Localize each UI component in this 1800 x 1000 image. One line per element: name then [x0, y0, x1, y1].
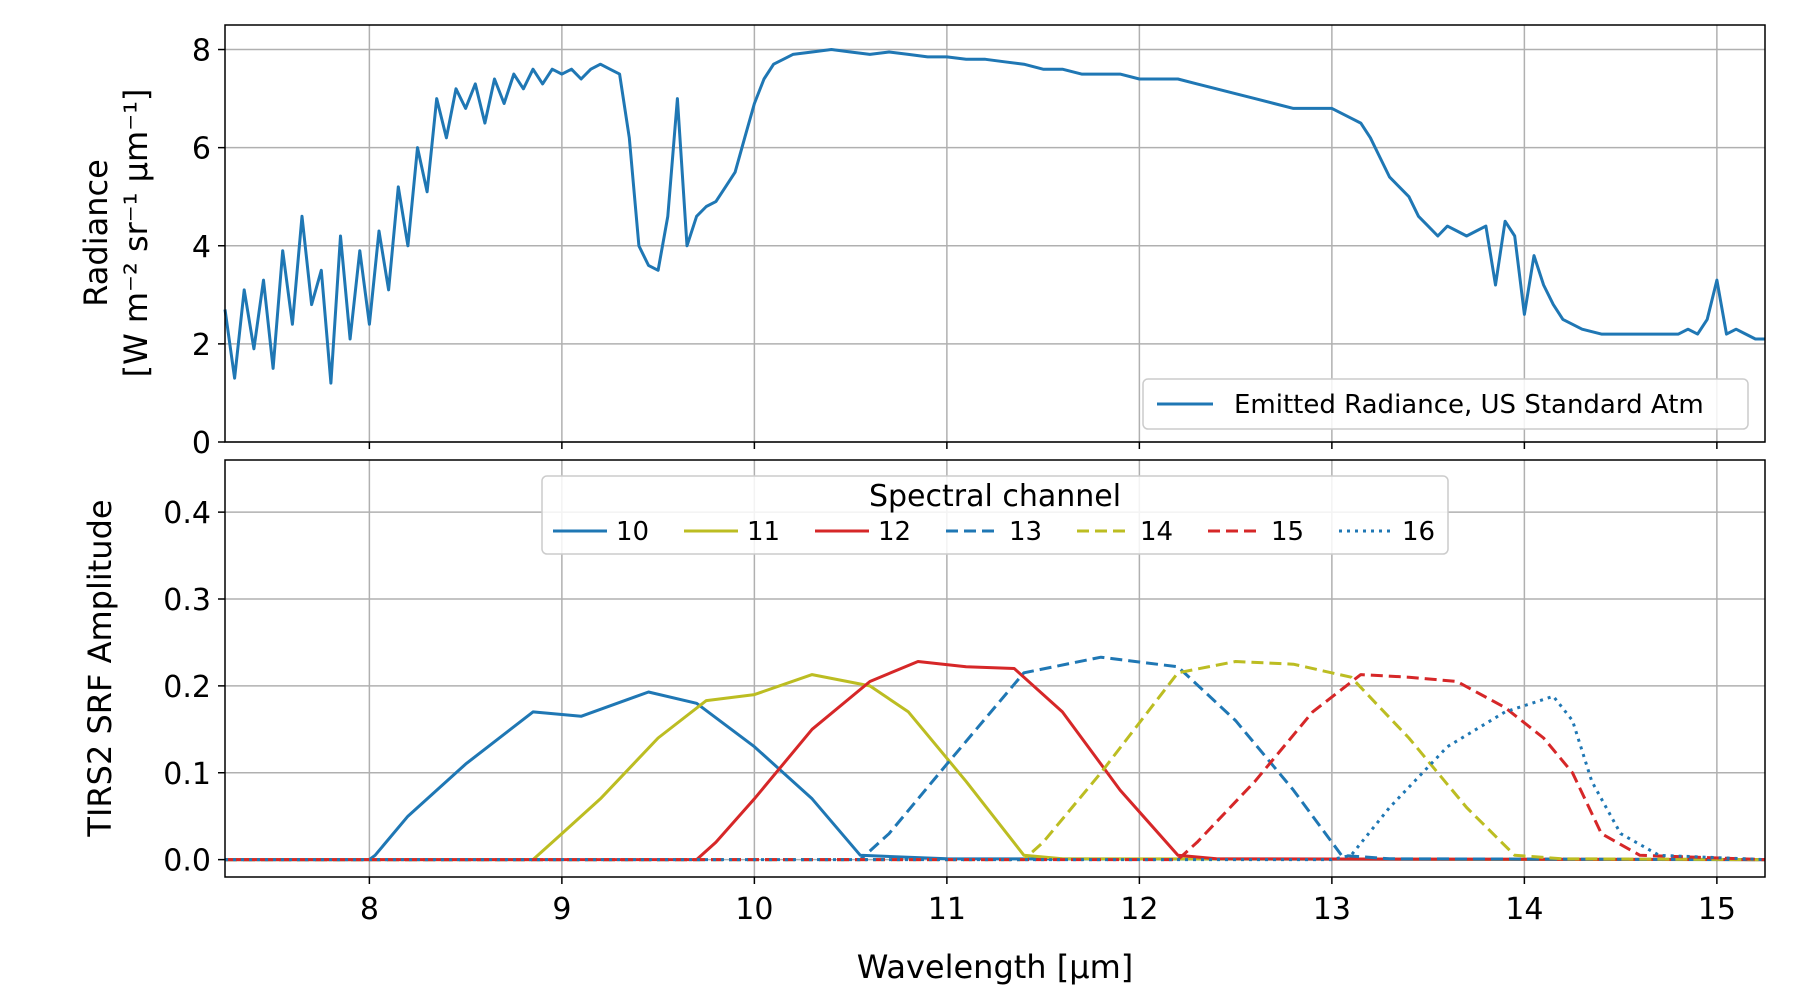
radiance-plot-area — [225, 25, 1765, 442]
srf-frame — [224, 459, 1766, 878]
srf-lines — [225, 655, 1766, 862]
srf-ytick-label-0.2: 0.2 — [163, 670, 211, 705]
srf-ytick-label-0.3: 0.3 — [163, 583, 211, 618]
radiance-ytick-label-2: 2 — [192, 328, 211, 363]
srf-xtick-label-15: 15 — [1698, 892, 1736, 927]
radiance-lines — [223, 48, 1765, 385]
srf-legend-label-13: 13 — [1009, 517, 1042, 547]
radiance-legend: Emitted Radiance, US Standard Atm — [1142, 378, 1749, 430]
srf-xtick-label-9: 9 — [552, 892, 571, 927]
srf-ytick-label-0.1: 0.1 — [163, 757, 211, 792]
radiance-ytick-label-6: 6 — [192, 132, 211, 167]
srf-legend-title: Spectral channel — [869, 479, 1121, 514]
srf-xlabel: Wavelength [μm] — [857, 948, 1134, 986]
srf-xtick-label-11: 11 — [928, 892, 966, 927]
srf-panel: 0.0 0.1 0.2 0.3 0.4 8 9 10 11 12 13 14 15 TIRS2 SRF… — [81, 459, 1766, 986]
radiance-panel: 0 2 4 6 8 Radiance [W m⁻² sr⁻¹ μm⁻¹] Emitted… — [77, 24, 1766, 461]
srf-channel-12-line — [225, 660, 1766, 862]
radiance-ytick-label-4: 4 — [192, 230, 211, 265]
srf-xtick-label-10: 10 — [735, 892, 773, 927]
radiance-ylabel-line2: [W m⁻² sr⁻¹ μm⁻¹] — [117, 89, 155, 378]
srf-channel-15-line — [225, 673, 1766, 862]
srf-legend-label-10: 10 — [616, 517, 649, 547]
srf-legend-label-15: 15 — [1271, 517, 1304, 547]
radiance-y-ticks: 0 2 4 6 8 — [192, 34, 225, 461]
srf-legend-label-12: 12 — [878, 517, 911, 547]
srf-channel-14-line — [225, 660, 1766, 862]
srf-x-ticks: 8 9 10 11 12 13 14 15 — [360, 877, 1736, 927]
radiance-x-ticks — [368, 442, 1718, 449]
srf-legend-label-14: 14 — [1140, 517, 1173, 547]
srf-ylabel: TIRS2 SRF Amplitude — [81, 499, 119, 837]
radiance-frame — [224, 24, 1766, 443]
srf-channel-13-line — [225, 655, 1766, 862]
radiance-ytick-label-8: 8 — [192, 34, 211, 69]
srf-ytick-label-0.4: 0.4 — [163, 496, 211, 531]
radiance-ytick-label-0: 0 — [192, 426, 211, 461]
radiance-legend-box — [1142, 378, 1749, 430]
srf-legend: Spectral channel 10 11 12 13 14 15 16 — [541, 475, 1449, 555]
srf-channel-10-line — [225, 690, 1766, 862]
srf-legend-label-11: 11 — [747, 517, 780, 547]
srf-xtick-label-8: 8 — [360, 892, 379, 927]
srf-xtick-label-13: 13 — [1313, 892, 1351, 927]
srf-xtick-label-12: 12 — [1120, 892, 1158, 927]
radiance-series-line — [223, 48, 1765, 385]
srf-ytick-label-0.0: 0.0 — [163, 844, 211, 879]
radiance-ylabel-line1: Radiance — [77, 159, 115, 307]
srf-xtick-label-14: 14 — [1505, 892, 1543, 927]
srf-legend-box — [541, 475, 1449, 555]
srf-y-ticks: 0.0 0.1 0.2 0.3 0.4 — [163, 496, 225, 879]
srf-channel-11-line — [225, 673, 1766, 862]
srf-legend-label-16: 16 — [1402, 517, 1435, 547]
radiance-legend-label: Emitted Radiance, US Standard Atm — [1234, 390, 1704, 420]
